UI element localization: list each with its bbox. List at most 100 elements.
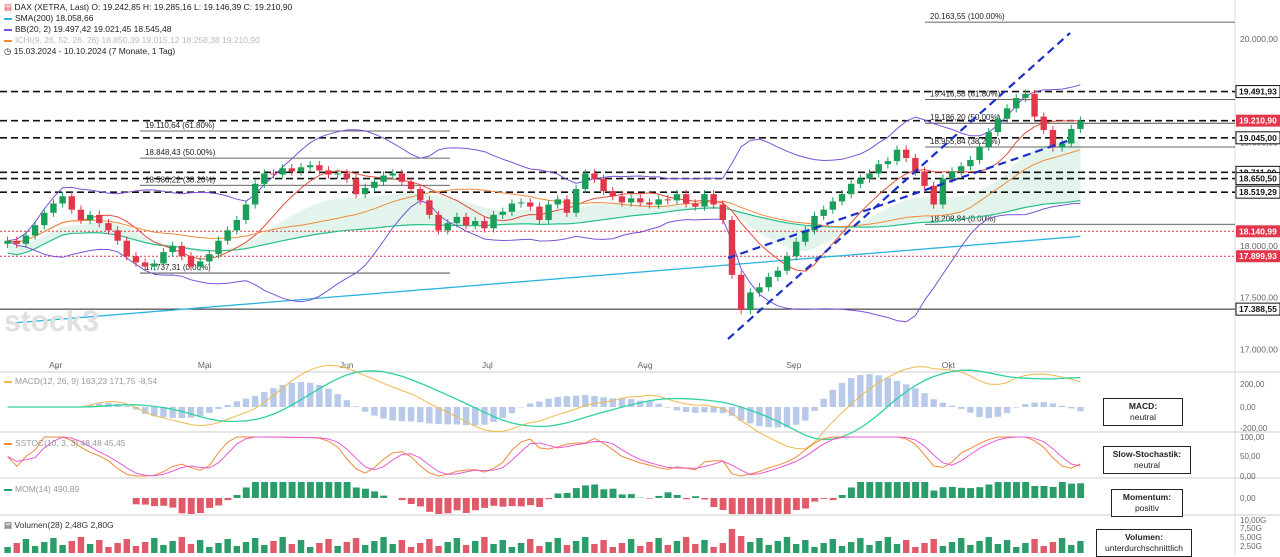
macd-histogram-bar — [371, 407, 377, 416]
macd-histogram-bar — [692, 407, 698, 413]
candle-body — [389, 173, 395, 175]
momentum-bar — [353, 488, 360, 499]
momentum-bar — [775, 498, 782, 514]
volume-bar — [243, 542, 249, 553]
momentum-bar — [463, 498, 470, 513]
macd-histogram-bar — [252, 396, 258, 407]
momentum-bar — [729, 498, 736, 514]
macd-histogram-bar — [325, 389, 331, 407]
macd-histogram-bar — [261, 392, 267, 407]
macd-histogram-bar — [224, 405, 230, 407]
momentum-bar — [701, 498, 708, 500]
macd-signal-box: MACD:neutral — [1103, 398, 1183, 426]
momentum-bar — [527, 498, 534, 505]
macd-tick: -200,00 — [1240, 424, 1268, 433]
candle-body — [325, 170, 331, 174]
macd-histogram-bar — [986, 407, 992, 418]
volume-bar — [298, 540, 304, 553]
candle-body — [160, 252, 166, 263]
momentum-bar — [600, 489, 607, 498]
candle-body — [710, 194, 716, 204]
macd-histogram-bar — [1022, 404, 1028, 407]
volume-bar — [701, 540, 707, 553]
price-tag-label: 19.210,90 — [1239, 116, 1277, 126]
momentum-bar — [316, 482, 323, 498]
momentum-bar — [289, 482, 296, 498]
price-tag-label: 19.045,00 — [1239, 133, 1277, 143]
volume-bar — [96, 540, 102, 553]
candle-body — [692, 203, 698, 206]
price-tag-label: 18.140,99 — [1239, 226, 1277, 236]
momentum-bar — [903, 482, 910, 498]
clock-icon: ◷ — [4, 46, 11, 56]
candle-body — [866, 173, 872, 178]
vol-tick: 2,50G — [1240, 542, 1262, 551]
volume-bar — [930, 539, 936, 553]
macd-histogram-bar — [417, 407, 423, 422]
mom-legend: MOM(14) 490,89 — [4, 484, 79, 494]
momentum-bar — [270, 482, 277, 498]
sub-panels: 200,000,00-200,00100,0050,000,000,0010,0… — [4, 365, 1267, 553]
candle-body — [958, 166, 964, 171]
volume-bar — [307, 547, 313, 553]
volume-bar — [344, 542, 350, 553]
macd-histogram-bar — [701, 407, 707, 412]
candle-body — [408, 182, 414, 189]
y-tick-label: 20.000,00 — [1240, 34, 1278, 44]
momentum-bar — [628, 494, 635, 498]
momentum-bar — [738, 498, 745, 514]
momentum-bar — [646, 498, 653, 499]
macd-histogram-bar — [811, 407, 817, 411]
macd-histogram-bar — [710, 407, 716, 412]
volume-bar — [1077, 541, 1083, 553]
volume-bar — [967, 545, 973, 553]
momentum-bar — [472, 498, 479, 510]
volume-bar — [133, 546, 139, 553]
volume-bar — [683, 537, 689, 553]
candle-body — [197, 261, 203, 266]
macd-histogram-bar — [500, 407, 506, 418]
candle-body — [41, 213, 47, 225]
volume-bar — [839, 546, 845, 553]
momentum-bar — [930, 491, 937, 499]
candle-body — [362, 188, 368, 194]
macd-histogram-bar — [545, 399, 551, 407]
momentum-bar — [555, 494, 562, 499]
volume-bar — [518, 543, 524, 553]
chart-legend: ▤ DAX (XETRA, Last) O: 19.242,85 H: 19.2… — [4, 2, 292, 57]
candle-body — [793, 242, 799, 256]
volume-bar — [334, 546, 340, 553]
ichimoku-tenkan — [8, 121, 1081, 272]
volume-bar — [124, 539, 130, 553]
volume-bar — [270, 541, 276, 553]
momentum-bar — [802, 498, 809, 509]
candle-body — [59, 196, 65, 203]
momentum-bar — [518, 498, 525, 506]
momentum-bar — [1050, 487, 1057, 498]
volume-bar — [921, 543, 927, 553]
macd-histogram-bar — [362, 407, 368, 412]
momentum-bar — [765, 498, 772, 514]
candle-body — [234, 220, 240, 230]
candle-body — [206, 254, 212, 261]
momentum-bar — [610, 489, 617, 498]
macd-histogram-bar — [399, 407, 405, 421]
macd-histogram-bar — [958, 407, 964, 409]
macd-histogram-bar — [930, 399, 936, 407]
macd-histogram-bar — [243, 399, 249, 407]
candle-body — [490, 215, 496, 228]
candle-body — [435, 215, 441, 231]
candle-body — [481, 221, 487, 228]
candle-body — [463, 217, 469, 225]
candle-body — [628, 198, 634, 202]
vol-tick: 7,50G — [1240, 524, 1262, 533]
macd-histogram-bar — [646, 401, 652, 407]
candle-body — [1077, 121, 1083, 129]
candle-body — [600, 179, 606, 191]
volume-bar — [261, 545, 267, 553]
macd-histogram-bar — [1013, 407, 1019, 408]
momentum-bar — [252, 482, 259, 498]
vol-legend: ▤ Volumen(28) 2,48G 2,80G — [4, 520, 114, 531]
momentum-bar — [224, 498, 231, 500]
